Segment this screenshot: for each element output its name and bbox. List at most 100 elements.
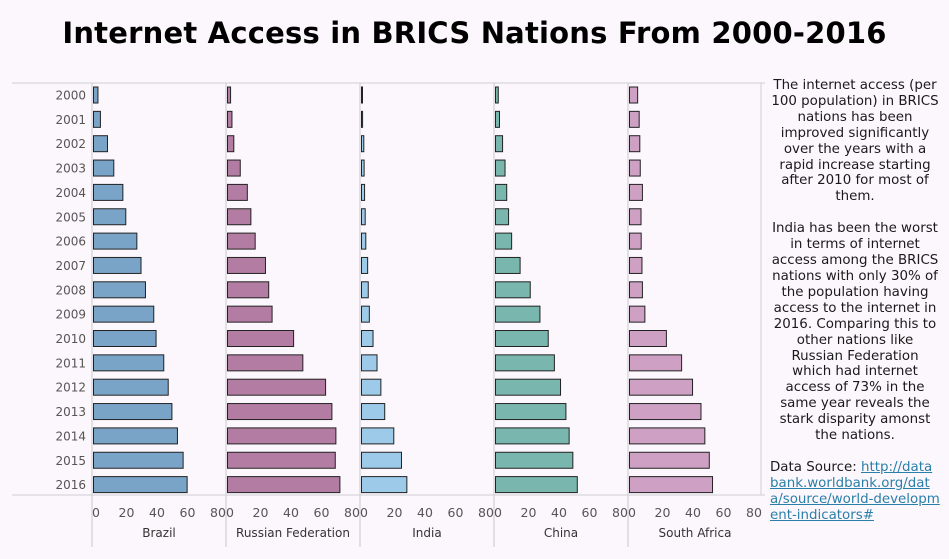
panel-label: China [544,526,578,540]
x-tick-label: 60 [314,505,330,520]
bar [629,86,639,104]
x-tick-label: 40 [149,505,165,520]
year-label: 2005 [55,210,86,224]
data-source-link[interactable]: http://databank.worldbank.org/data/sourc… [770,459,940,523]
x-tick-label: 80 [612,505,628,520]
x-tick-label: 40 [551,505,567,520]
bar [495,427,570,445]
panel-label: Russian Federation [236,526,350,540]
bar [93,378,169,396]
bar [361,476,408,494]
year-label: 2008 [55,283,86,297]
bar [629,354,683,372]
x-tick-label: 60 [180,505,196,520]
bar [629,305,646,323]
chart-title: Internet Access in BRICS Nations From 20… [62,16,887,50]
bar [93,451,184,469]
x-tick-label: 60 [582,505,598,520]
bar [629,378,694,396]
bar [629,427,706,445]
data-source-label: Data Source: [770,459,857,475]
panel-label: India [412,526,441,540]
bar [629,476,714,494]
bar [227,208,252,226]
bar [629,110,640,128]
bar [495,403,567,421]
bar [629,135,641,153]
year-label: 2002 [55,137,86,151]
bar [227,427,337,445]
bar [629,208,642,226]
x-tick-label: 0 [92,505,100,520]
bar [629,232,642,250]
bar [227,378,327,396]
bar [361,86,363,104]
panel-china: 0 20 40 60 80 China [493,83,628,547]
panel-russian-federation: 0 20 40 60 80 Russian Federation [225,83,360,547]
bar [227,451,336,469]
bar [361,305,370,323]
year-label: 2007 [55,259,86,273]
x-tick-label: 40 [685,505,701,520]
bar [93,159,115,177]
bar [93,281,146,299]
bar [495,281,531,299]
bar [93,305,155,323]
bar [495,476,578,494]
panel-south-africa: 0 20 40 60 80 South Africa [627,83,762,547]
x-tick-label: 20 [521,505,537,520]
bar [361,451,402,469]
bar [361,378,382,396]
year-label: 2012 [55,381,86,395]
year-label: 2016 [55,478,86,492]
bar [93,86,99,104]
bar [361,183,366,201]
x-tick-label: 0 [494,505,502,520]
bar [227,330,295,347]
bar [93,427,178,445]
bar [495,183,508,201]
year-label: 2009 [55,308,86,322]
year-label: 2000 [55,89,86,103]
bar [361,330,374,347]
x-tick-label: 80 [344,505,360,520]
year-label: 2013 [55,405,86,419]
bar [629,403,702,421]
x-tick-label: 60 [448,505,464,520]
x-tick-label: 40 [283,505,299,520]
x-tick-label: 20 [253,505,269,520]
x-tick-label: 0 [628,505,636,520]
x-tick-label: 40 [417,505,433,520]
bar [227,232,256,250]
bar [629,159,641,177]
bar [227,281,270,299]
x-tick-label: 20 [655,505,671,520]
bar [495,305,541,323]
year-label: 2010 [55,332,86,346]
bar [93,403,173,421]
bar [495,159,506,177]
bar [495,110,500,128]
bar [93,208,127,226]
x-tick-label: 20 [387,505,403,520]
bar [227,183,248,201]
bar [361,427,395,445]
bar [227,256,266,274]
bar [93,330,157,347]
x-tick-label: 80 [478,505,494,520]
x-tick-label: 20 [119,505,135,520]
bar [629,183,643,201]
bar [93,183,124,201]
bar [495,232,513,250]
bar [361,256,369,274]
bar [495,330,549,347]
bar [361,135,365,153]
bar [227,476,341,494]
bar [361,403,386,421]
bar [227,403,333,421]
bar [93,476,188,494]
bar [227,159,241,177]
bar [361,208,366,226]
bar [93,354,165,372]
bar [227,86,232,104]
